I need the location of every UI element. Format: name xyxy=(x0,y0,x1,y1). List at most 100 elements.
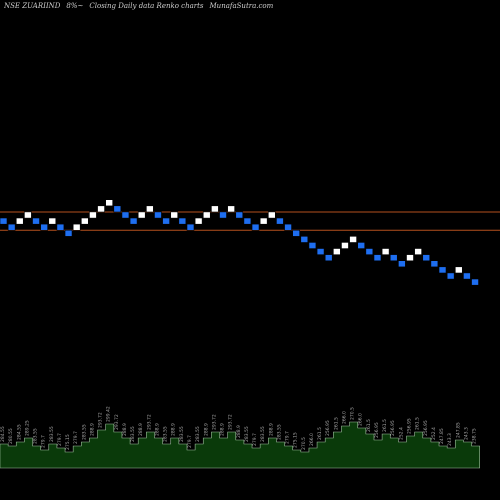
brick-0 xyxy=(0,217,8,225)
brick-10 xyxy=(81,217,89,225)
brick-9 xyxy=(72,223,81,231)
volume-label-36: 275.15 xyxy=(293,432,299,448)
volume-label-43: 270.5 xyxy=(350,407,356,420)
volume-label-51: 261.5 xyxy=(415,417,421,430)
volume-label-9: 279.7 xyxy=(73,431,79,444)
volume-label-23: 279.7 xyxy=(187,435,193,448)
brick-17 xyxy=(137,211,146,219)
brick-15 xyxy=(121,211,130,219)
volume-label-20: 283.55 xyxy=(163,426,169,442)
volume-label-58: 238.75 xyxy=(472,428,478,444)
brick-19 xyxy=(154,211,162,219)
volume-label-25: 288.9 xyxy=(203,423,209,436)
volume-label-38: 266.0 xyxy=(309,433,315,446)
brick-14 xyxy=(113,205,122,213)
volume-label-48: 256.95 xyxy=(390,420,396,436)
brick-1 xyxy=(7,223,16,231)
brick-38 xyxy=(308,242,317,249)
volume-label-24: 283.55 xyxy=(195,426,201,442)
volume-label-32: 283.55 xyxy=(260,426,266,442)
volume-label-10: 283.55 xyxy=(81,424,87,440)
brick-5 xyxy=(40,223,48,231)
brick-54 xyxy=(438,266,447,274)
brick-22 xyxy=(178,217,187,225)
volume-label-13: 299.42 xyxy=(106,406,112,422)
brick-57 xyxy=(463,272,471,280)
volume-label-7: 279.7 xyxy=(57,433,63,446)
volume-label-21: 288.9 xyxy=(171,423,177,436)
brick-44 xyxy=(357,242,366,249)
volume-label-53: 252.4 xyxy=(431,427,437,440)
brick-35 xyxy=(284,223,292,231)
volume-label-44: 266.0 xyxy=(358,413,364,426)
volume-label-8: 275.15 xyxy=(65,434,71,450)
volume-label-18: 293.72 xyxy=(146,414,152,430)
brick-23 xyxy=(186,223,195,231)
brick-33 xyxy=(267,211,276,219)
volume-label-12: 293.72 xyxy=(98,412,104,428)
brick-41 xyxy=(333,248,341,255)
brick-37 xyxy=(300,236,309,243)
brick-46 xyxy=(373,254,382,262)
volume-label-54: 247.85 xyxy=(439,428,445,444)
brick-40 xyxy=(324,254,333,262)
volume-label-55: 243.3 xyxy=(447,433,453,446)
volume-label-11: 288.9 xyxy=(89,423,95,436)
volume-label-1: 280.55 xyxy=(8,428,14,444)
volume-label-49: 252.4 xyxy=(398,427,404,440)
volume-label-31: 279.7 xyxy=(252,433,258,446)
brick-29 xyxy=(235,211,244,219)
brick-16 xyxy=(129,217,138,225)
brick-42 xyxy=(341,242,349,249)
brick-25 xyxy=(202,211,211,219)
volume-label-50: 256.95 xyxy=(407,418,413,434)
volume-label-19: 288.9 xyxy=(154,423,160,436)
brick-52 xyxy=(422,254,431,262)
brick-11 xyxy=(89,211,97,219)
volume-label-6: 283.55 xyxy=(49,426,55,442)
brick-24 xyxy=(194,217,203,225)
volume-label-26: 293.72 xyxy=(211,414,217,430)
volume-label-35: 279.7 xyxy=(285,431,291,444)
brick-39 xyxy=(316,248,325,255)
volume-label-4: 283.55 xyxy=(33,428,39,444)
brick-56 xyxy=(454,266,463,274)
volume-label-37: 270.5 xyxy=(301,437,307,450)
volume-area xyxy=(0,421,480,469)
chart-header: NSE ZUARIIND 8%~ Closing Daily data Renko … xyxy=(4,2,496,14)
brick-13 xyxy=(105,199,113,207)
brick-3 xyxy=(24,211,32,219)
volume-label-28: 293.72 xyxy=(228,414,234,430)
volume-label-57: 243.3 xyxy=(463,427,469,440)
volume-label-34: 283.55 xyxy=(276,424,282,440)
volume-label-27: 288.9 xyxy=(220,423,226,436)
brick-30 xyxy=(243,217,252,225)
brick-36 xyxy=(292,229,300,237)
volume-label-5: 279.7 xyxy=(41,435,47,448)
reference-lines xyxy=(0,211,500,231)
brick-32 xyxy=(259,217,268,225)
volume-label-2: 284.55 xyxy=(16,424,22,440)
volume-label-14: 293.72 xyxy=(114,414,120,430)
volume-label-3: 289.25 xyxy=(24,420,30,436)
volume-label-15: 288.9 xyxy=(122,423,128,436)
brick-58 xyxy=(471,278,479,286)
brick-21 xyxy=(170,211,179,219)
brick-55 xyxy=(446,272,455,280)
volume-label-45: 261.5 xyxy=(366,419,372,432)
change-label: 8%~ xyxy=(66,2,84,10)
brick-27 xyxy=(219,211,227,219)
brick-48 xyxy=(389,254,398,262)
brick-7 xyxy=(56,223,65,231)
volume-label-56: 247.85 xyxy=(455,422,461,438)
volume-label-42: 266.0 xyxy=(341,411,347,424)
source-label: MunafaSutra.com xyxy=(209,2,274,10)
brick-20 xyxy=(162,217,170,225)
brick-28 xyxy=(227,205,235,213)
brick-31 xyxy=(251,223,260,231)
brick-50 xyxy=(406,254,414,262)
volume-label-39: 261.5 xyxy=(317,427,323,440)
volume-label-46: 256.95 xyxy=(374,422,380,438)
